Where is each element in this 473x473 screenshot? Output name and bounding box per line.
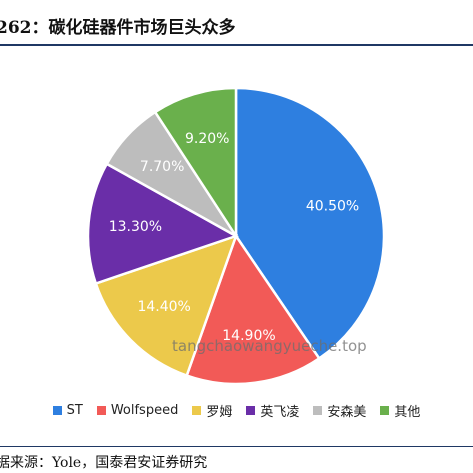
- legend-label: Wolfspeed: [110, 402, 179, 418]
- legend-item-3: 英飞凌: [246, 401, 299, 420]
- legend-label: ST: [66, 402, 83, 418]
- slice-label-2: 14.40%: [137, 299, 190, 315]
- legend-item-2: 罗姆: [192, 401, 232, 420]
- pie-slice-3: [86, 162, 240, 286]
- pie-slice-2: [94, 233, 239, 378]
- legend-swatch: [246, 405, 256, 415]
- pie-slice-1: [185, 233, 321, 386]
- legend-item-5: 其他: [380, 401, 420, 420]
- legend-item-4: 安森美: [313, 401, 366, 420]
- legend-swatch: [313, 405, 323, 415]
- title-bar: 262：碳化硅器件市场巨头众多: [0, 0, 473, 46]
- legend-swatch: [96, 405, 106, 415]
- slice-label-4: 7.70%: [140, 159, 184, 175]
- pie-chart: 40.50% 14.90% 14.40% 13.30% 7.70%9.20%: [86, 86, 386, 386]
- legend-swatch: [380, 405, 390, 415]
- legend-item-0: ST: [52, 402, 83, 418]
- watermark-text: tangchaowangyueche.top: [172, 337, 367, 355]
- pie-slice-0: [234, 86, 386, 361]
- legend-label: 英飞凌: [260, 404, 300, 420]
- legend-label: 安森美: [327, 404, 367, 420]
- slice-label-0: 40.50%: [306, 198, 359, 214]
- slice-label-3: 13.30%: [109, 219, 162, 235]
- source-note: 据来源：Yole，国泰君安证券研究: [0, 446, 473, 473]
- legend-item-1: Wolfspeed: [96, 402, 179, 418]
- slice-label-5: 9.20%: [185, 131, 229, 147]
- chart-title: 262：碳化硅器件市场巨头众多: [0, 18, 236, 38]
- legend-swatch: [52, 405, 62, 415]
- legend-swatch: [192, 405, 202, 415]
- legend-label: 其他: [394, 404, 421, 420]
- legend-label: 罗姆: [206, 404, 233, 420]
- pie-slice-5: [153, 86, 238, 241]
- slice-label-1: 14.90%: [222, 328, 275, 344]
- chart-legend: ST Wolfspeed 罗姆 英飞凌 安森美 其他: [0, 398, 473, 422]
